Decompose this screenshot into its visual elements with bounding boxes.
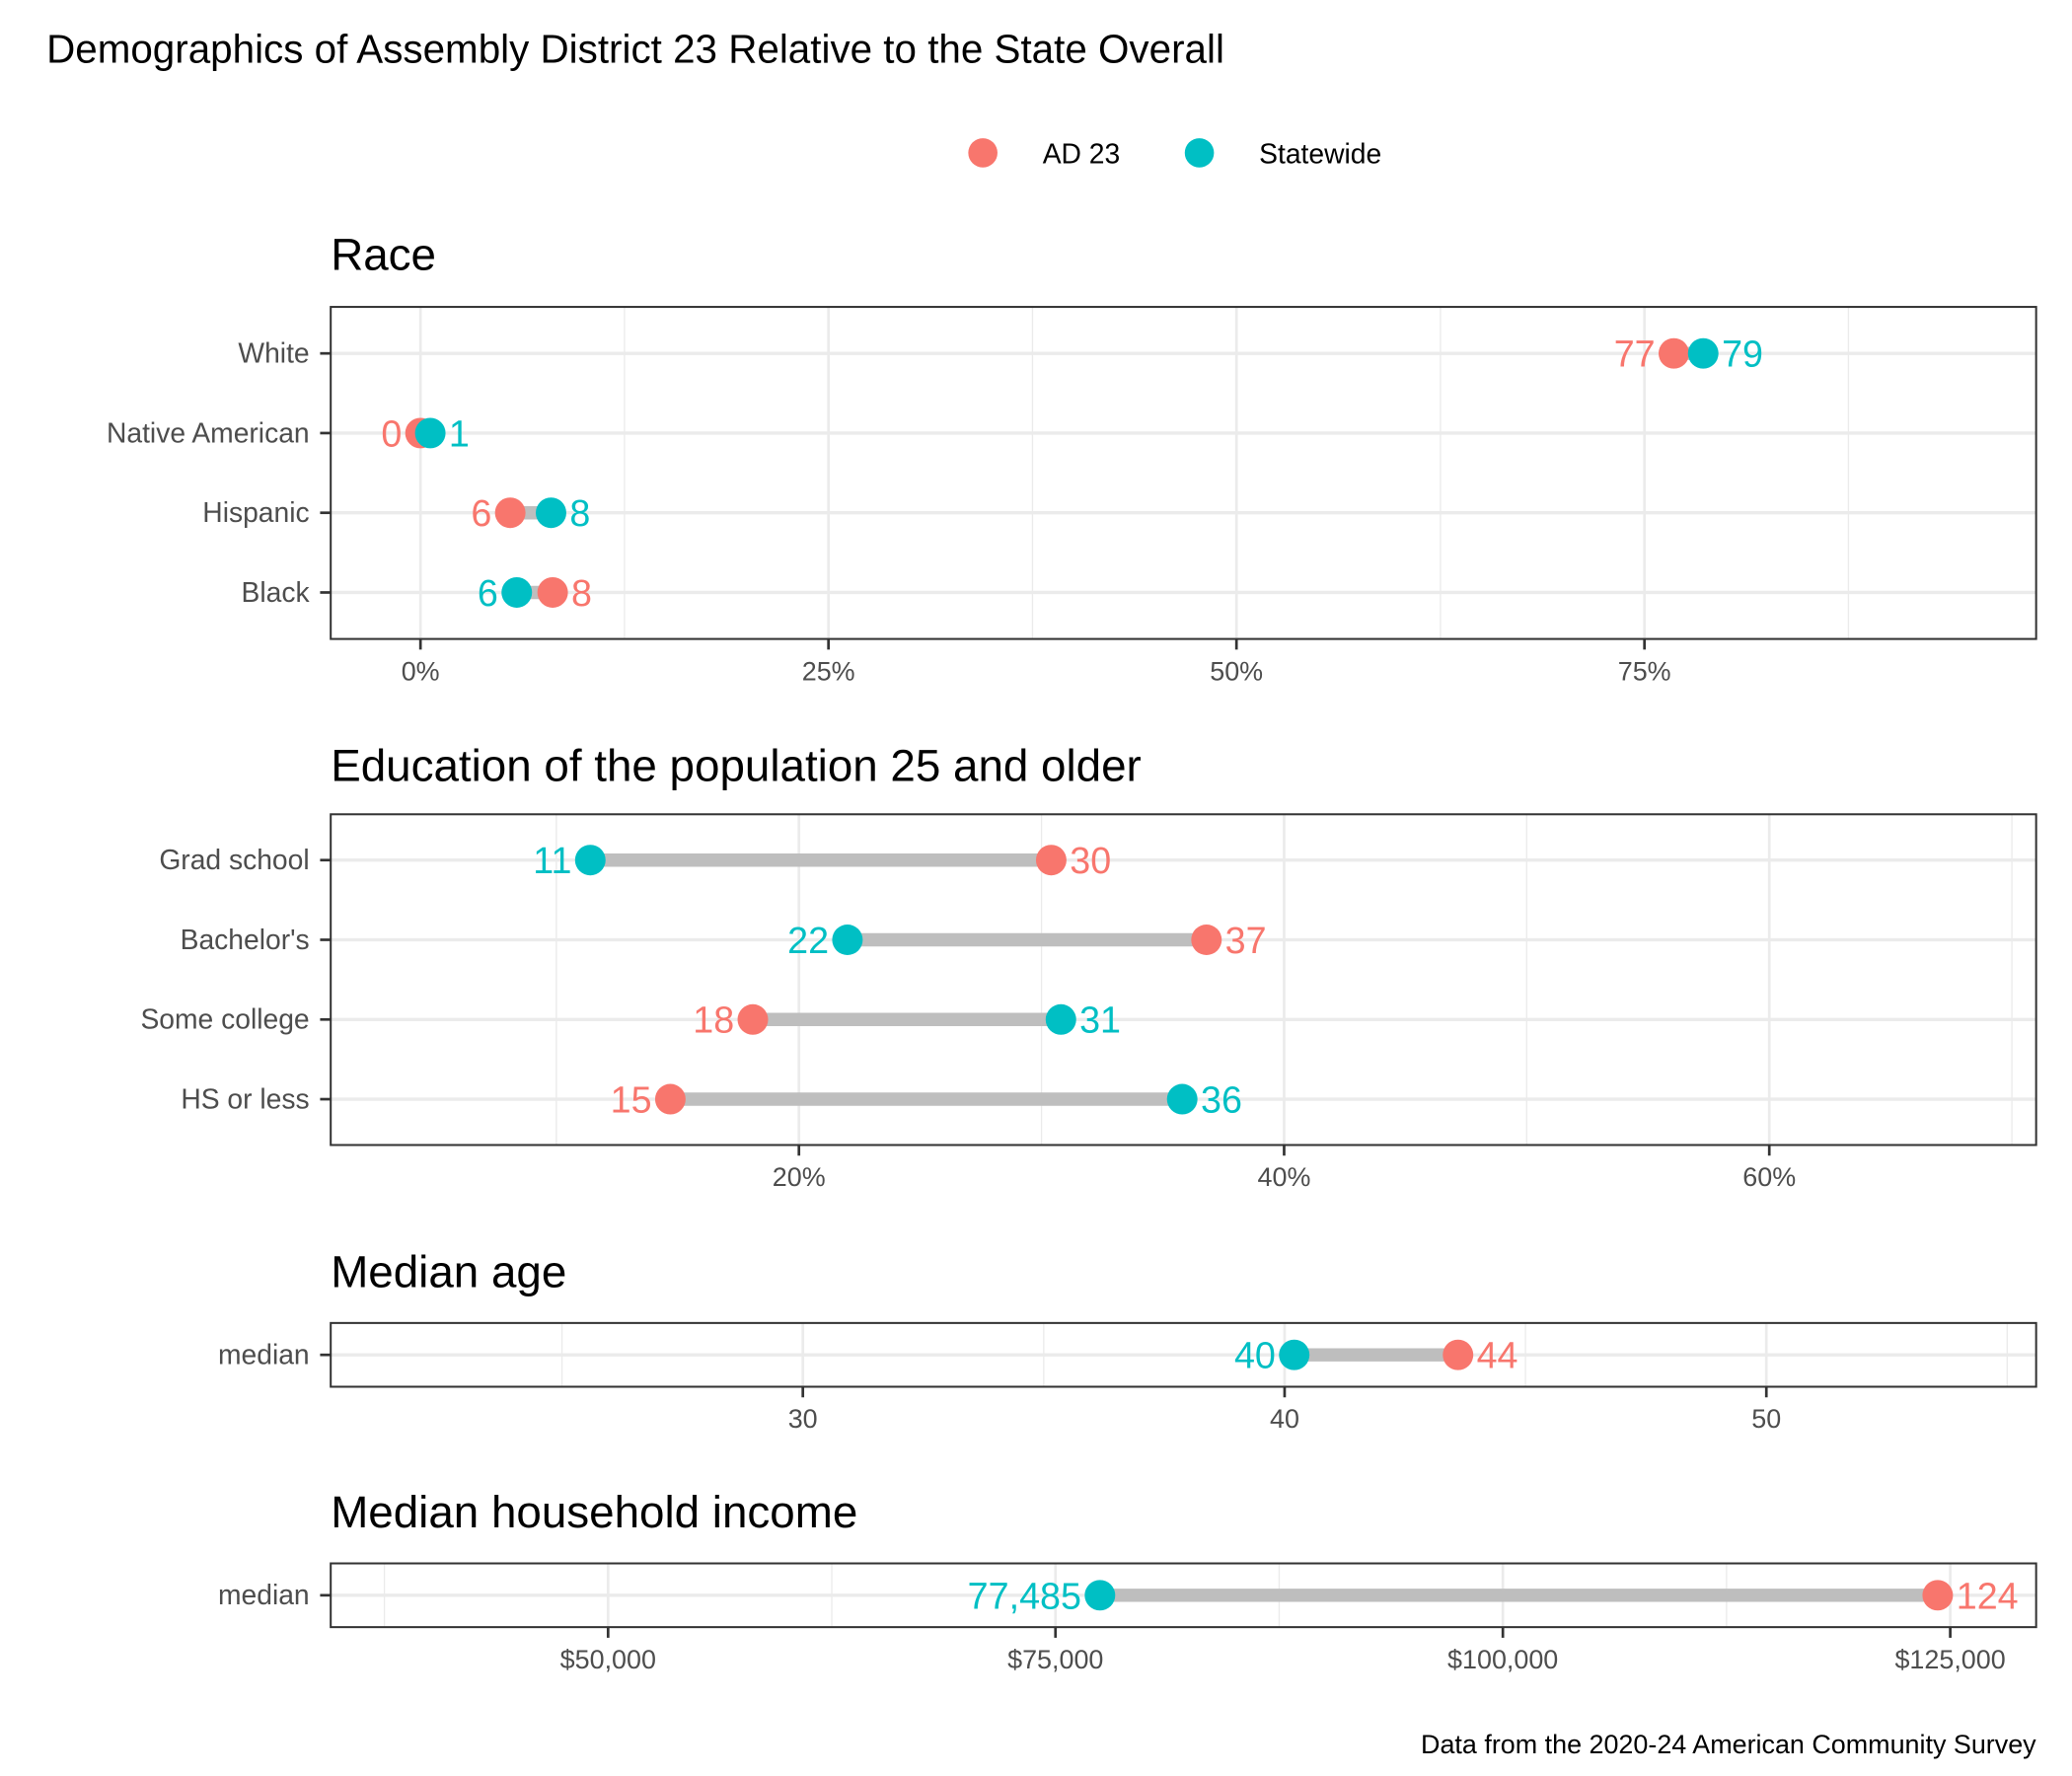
- data-label-ad23: 15: [611, 1079, 652, 1121]
- y-tick-label: Native American: [107, 416, 310, 448]
- x-tick-label: 20%: [773, 1162, 826, 1192]
- legend-label-statewide: Statewide: [1259, 138, 1381, 170]
- x-tick-label: 25%: [802, 656, 855, 686]
- data-label-statewide: 6: [478, 572, 498, 614]
- data-point-ad23: [494, 497, 526, 529]
- data-label-statewide: 22: [787, 920, 829, 961]
- y-tick-label: Black: [242, 576, 311, 608]
- panel-title: Median household income: [331, 1487, 857, 1537]
- data-label-ad23: 77: [1614, 333, 1656, 375]
- data-label-ad23: 18: [693, 999, 734, 1041]
- data-label-statewide: 11: [533, 840, 571, 881]
- data-label-ad23: 124: [1957, 1575, 2019, 1616]
- data-point-statewide: [1279, 1339, 1310, 1370]
- panel-border: [330, 1321, 2037, 1388]
- data-point-statewide: [574, 845, 606, 876]
- y-tick-label: median: [218, 1579, 310, 1610]
- plot-area: 30 11 37 22 18 31 15 36: [331, 814, 2036, 1146]
- y-tick-label: Grad school: [159, 844, 309, 875]
- legend-key-ad23: [968, 138, 998, 168]
- legend-key-statewide: [1184, 138, 1215, 168]
- data-label-ad23: 30: [1070, 840, 1111, 881]
- x-tick-label: 50: [1751, 1404, 1781, 1434]
- data-point-statewide: [1687, 337, 1719, 369]
- y-tick-label: HS or less: [181, 1082, 309, 1114]
- x-tick-label: 30: [788, 1404, 818, 1434]
- data-point-statewide: [1166, 1083, 1198, 1115]
- plot-area: 77 790 16 886: [331, 307, 2036, 639]
- data-label-ad23: 0: [381, 412, 402, 454]
- data-label-ad23: 6: [471, 492, 491, 534]
- x-tick-label: 40%: [1258, 1162, 1311, 1192]
- data-label-statewide: 77,485: [968, 1575, 1081, 1616]
- data-label-statewide: 31: [1079, 999, 1121, 1041]
- y-tick-label: median: [218, 1339, 310, 1370]
- x-tick-label: $125,000: [1894, 1645, 2005, 1674]
- data-point-ad23: [537, 577, 568, 608]
- y-tick-label: Some college: [140, 1003, 309, 1035]
- panel-border: [330, 1562, 2037, 1629]
- data-point-statewide: [1084, 1580, 1116, 1611]
- y-tick-label: White: [238, 337, 309, 369]
- panel-title: Race: [331, 229, 436, 279]
- data-label-ad23: 37: [1225, 920, 1267, 961]
- data-point-ad23: [1922, 1580, 1954, 1611]
- data-label-statewide: 40: [1234, 1335, 1276, 1376]
- legend-label-ad23: AD 23: [1043, 138, 1121, 170]
- data-label-statewide: 79: [1722, 333, 1763, 375]
- data-point-ad23: [1443, 1339, 1474, 1370]
- data-label-statewide: 1: [449, 412, 470, 454]
- x-tick-label: $50,000: [560, 1645, 656, 1674]
- x-tick-label: $75,000: [1007, 1645, 1103, 1674]
- x-tick-label: $100,000: [1447, 1645, 1558, 1674]
- data-point-ad23: [1035, 845, 1067, 876]
- data-point-statewide: [1045, 1003, 1076, 1035]
- x-tick-label: 75%: [1618, 656, 1671, 686]
- data-point-statewide: [832, 925, 863, 955]
- data-label-ad23: 44: [1477, 1335, 1518, 1376]
- data-label-statewide: 8: [569, 492, 590, 534]
- panel-3: Median household income 124 77,485 median $5…: [218, 1487, 2037, 1674]
- data-point-statewide: [414, 417, 446, 449]
- x-tick-label: 40: [1270, 1404, 1299, 1434]
- data-point-ad23: [1658, 337, 1689, 369]
- plot-area: 124 77,485: [331, 1563, 2036, 1628]
- y-tick-label: Bachelor's: [181, 924, 310, 955]
- y-tick-label: Hispanic: [202, 496, 309, 528]
- panel-border: [330, 813, 2037, 1147]
- data-label-ad23: 8: [571, 572, 592, 614]
- panel-title: Education of the population 25 and older: [331, 741, 1142, 791]
- panel-border: [330, 306, 2037, 640]
- data-point-statewide: [501, 577, 533, 608]
- panel-2: Median age 44 40 median 30 40 50: [218, 1247, 2037, 1434]
- caption: Data from the 2020-24 American Community…: [1421, 1730, 2036, 1759]
- x-tick-label: 50%: [1210, 656, 1263, 686]
- plot-area: 44 40: [331, 1322, 2036, 1387]
- x-tick-label: 60%: [1742, 1162, 1796, 1192]
- data-label-statewide: 36: [1201, 1079, 1242, 1121]
- data-point-ad23: [737, 1003, 769, 1035]
- legend: AD 23 Statewide: [968, 138, 1381, 170]
- data-point-ad23: [654, 1083, 686, 1115]
- panel-title: Median age: [331, 1247, 566, 1297]
- data-point-statewide: [536, 497, 566, 529]
- data-point-ad23: [1191, 925, 1222, 955]
- panel-1: Education of the population 25 and older…: [140, 741, 2037, 1192]
- figure-title: Demographics of Assembly District 23 Rel…: [46, 26, 1224, 71]
- x-tick-label: 0%: [402, 656, 440, 686]
